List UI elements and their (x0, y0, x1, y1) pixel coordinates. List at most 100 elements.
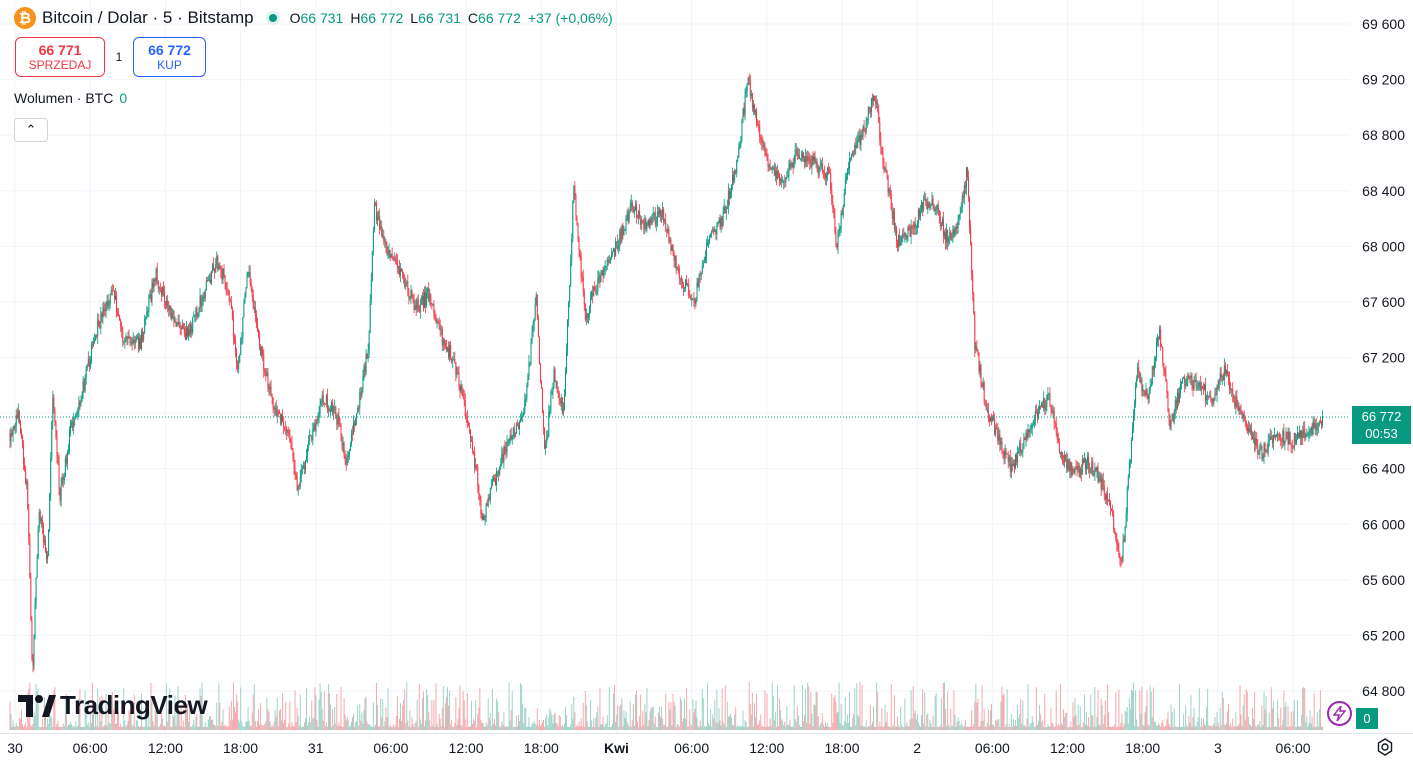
sell-button[interactable]: 66 771 SPRZEDAJ (15, 37, 105, 77)
bolt-icon[interactable] (1327, 701, 1352, 726)
volume-bar (267, 708, 269, 730)
time-axis[interactable]: 30 06:00 12:00 18:00 31 06:00 12:00 18:00 Kwi 06:… (7, 740, 1311, 756)
candle-body (577, 224, 579, 239)
volume-bar (1278, 718, 1280, 730)
volume-bar (795, 721, 797, 730)
volume-bar (472, 724, 474, 730)
volume-bar (522, 703, 524, 730)
volume-bar (995, 719, 997, 730)
volume-bar (1053, 726, 1055, 730)
candle-body (271, 393, 273, 398)
candle-body (150, 294, 152, 302)
candle-body (750, 93, 752, 97)
volume-bar (1169, 726, 1171, 730)
volume-bar (1218, 726, 1220, 730)
candle-body (656, 212, 658, 224)
volume-bar (131, 726, 133, 730)
volume-bar (1054, 726, 1056, 730)
volume-bar (416, 699, 418, 730)
volume-bar (379, 726, 381, 730)
volume-bar (949, 726, 951, 730)
volume-bar (660, 716, 662, 730)
volume-bar (1176, 726, 1178, 730)
candle-body (906, 236, 908, 239)
candle-body (784, 181, 786, 183)
candle-body (22, 437, 24, 446)
volume-bar (1090, 694, 1092, 730)
candle-body (642, 220, 644, 223)
candle-body (522, 415, 524, 418)
volume-bar (325, 722, 327, 730)
candle-body (1320, 422, 1322, 425)
candle-body (485, 503, 487, 518)
candle-body (632, 210, 634, 212)
candle-body (969, 196, 971, 227)
volume-bar (1185, 706, 1187, 730)
tradingview-logo[interactable]: TradingView (18, 690, 208, 721)
volume-bar (122, 726, 124, 730)
volume-bar (299, 694, 301, 730)
candle-body (828, 167, 830, 172)
candle-body (717, 222, 719, 226)
candle-body (23, 445, 25, 465)
volume-bar (892, 725, 894, 730)
volume-bar (997, 719, 999, 730)
volume-bar (898, 725, 900, 730)
volume-bar (823, 726, 825, 730)
volume-bar (866, 726, 868, 730)
candle-body (178, 321, 180, 325)
volume-bar (329, 693, 331, 730)
volume-legend[interactable]: Wolumen · BTC 0 (14, 90, 127, 106)
candle-body (970, 226, 972, 243)
volume-bar (932, 715, 934, 730)
candle-body (525, 398, 527, 400)
volume-bar (1125, 712, 1127, 730)
candle-body (429, 294, 431, 302)
buy-button[interactable]: 66 772 KUP (133, 37, 206, 77)
volume-bar (1098, 724, 1100, 730)
volume-bar (259, 724, 261, 730)
candle-body (174, 322, 176, 323)
candle-body (628, 211, 630, 222)
candle-body (744, 94, 746, 115)
candle-body (1088, 456, 1090, 469)
volume-bar (966, 726, 968, 730)
candle-body (1081, 459, 1083, 475)
volume-bar (959, 725, 961, 730)
volume-bar (1317, 726, 1319, 730)
volume-bar (957, 717, 959, 730)
volume-bar (80, 726, 82, 730)
volume-bar (124, 720, 126, 730)
volume-bar (777, 726, 779, 730)
candle-body (868, 106, 870, 109)
candle-body (227, 290, 229, 292)
volume-bar (619, 706, 621, 730)
gear-icon[interactable] (1375, 737, 1395, 757)
candle-body (703, 261, 705, 263)
volume-bar (752, 726, 754, 730)
collapse-legend-button[interactable]: ⌃ (14, 118, 48, 142)
candle-body (574, 185, 576, 196)
candle-body (923, 199, 925, 211)
volume-bar (804, 714, 806, 730)
symbol-title[interactable]: Bitcoin / Dolar · 5 · Bitstamp (42, 8, 254, 27)
volume-bar (1020, 698, 1022, 730)
volume-bar (863, 726, 865, 730)
candle-body (156, 268, 158, 281)
candle-body (593, 286, 595, 296)
trade-panel: 66 771 SPRZEDAJ 1 66 772 KUP (15, 37, 206, 77)
candle-body (1262, 457, 1264, 459)
volume-bar (994, 726, 996, 730)
volume-bar (1123, 724, 1125, 730)
volume-bar (1184, 726, 1186, 730)
candle-body (1015, 454, 1017, 469)
x-tick-label: 06:00 (674, 740, 709, 756)
candle-body (1309, 429, 1311, 433)
candle-body (1113, 513, 1115, 530)
volume-bar (916, 714, 918, 730)
volume-bar (33, 711, 35, 730)
volume-bar (151, 701, 153, 730)
candle-body (1306, 434, 1308, 436)
